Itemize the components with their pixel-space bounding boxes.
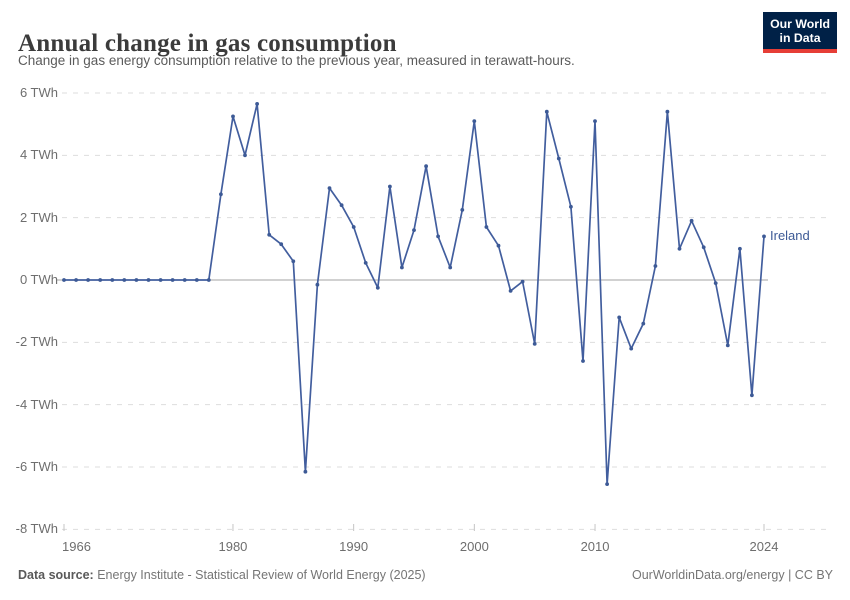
data-point[interactable] <box>544 109 549 114</box>
data-point[interactable] <box>339 203 344 208</box>
data-point[interactable] <box>243 153 247 158</box>
data-point[interactable] <box>146 278 151 282</box>
owid-logo-line1: Our World <box>770 17 830 31</box>
y-axis-tick-label: -6 TWh <box>15 458 58 474</box>
data-point[interactable] <box>182 278 187 282</box>
data-point[interactable] <box>170 278 175 282</box>
data-point[interactable] <box>738 246 742 251</box>
data-point[interactable] <box>665 109 670 114</box>
data-point[interactable] <box>255 102 259 106</box>
data-point[interactable] <box>653 264 658 268</box>
y-axis-tick-label: -4 TWh <box>15 396 58 412</box>
data-point[interactable] <box>206 278 211 282</box>
x-axis-tick-label: 2010 <box>580 539 610 554</box>
owid-url-license-link[interactable]: OurWorldinData.org/energy | CC BY <box>631 568 833 582</box>
data-point[interactable] <box>436 234 440 239</box>
data-point[interactable] <box>400 265 404 270</box>
data-point[interactable] <box>556 156 561 161</box>
data-point[interactable] <box>231 114 235 119</box>
y-axis-tick-label: 4 TWh <box>19 147 58 163</box>
x-axis-tick-label: 2000 <box>459 539 489 554</box>
ireland-line-series[interactable] <box>63 103 765 485</box>
data-point[interactable] <box>267 232 272 237</box>
data-point[interactable] <box>351 225 356 229</box>
data-point[interactable] <box>412 228 416 233</box>
data-point[interactable] <box>460 208 465 212</box>
data-point[interactable] <box>448 265 453 270</box>
data-point[interactable] <box>74 278 78 282</box>
data-source-note: Data source: Energy Institute - Statisti… <box>18 568 426 582</box>
chart-subtitle: Change in gas energy consumption relativ… <box>18 53 575 68</box>
x-axis-tick-label: 2024 <box>749 539 779 554</box>
y-axis-tick-label: 2 TWh <box>19 209 58 225</box>
data-point[interactable] <box>689 218 694 223</box>
data-point[interactable] <box>605 482 609 486</box>
x-axis-tick-label: 1980 <box>218 539 248 554</box>
y-axis-tick-label: -8 TWh <box>15 521 58 537</box>
data-point[interactable] <box>569 204 573 209</box>
data-point[interactable] <box>484 225 489 229</box>
owid-logo-line2: in Data <box>779 31 821 46</box>
data-point[interactable] <box>62 278 66 282</box>
data-point[interactable] <box>158 278 163 282</box>
data-point[interactable] <box>375 285 380 290</box>
data-point[interactable] <box>134 278 139 282</box>
data-point[interactable] <box>327 186 332 191</box>
data-point[interactable] <box>472 119 477 123</box>
data-point[interactable] <box>581 359 585 363</box>
data-point[interactable] <box>388 184 392 189</box>
data-point[interactable] <box>725 343 730 348</box>
data-point[interactable] <box>110 278 115 282</box>
data-point[interactable] <box>194 278 199 282</box>
y-axis-tick-label: -2 TWh <box>15 334 58 350</box>
data-point[interactable] <box>641 321 646 326</box>
data-point[interactable] <box>219 192 223 197</box>
data-point[interactable] <box>363 261 368 265</box>
data-point[interactable] <box>122 278 127 282</box>
y-axis-tick-label: 0 TWh <box>19 272 58 287</box>
data-point[interactable] <box>315 282 320 287</box>
data-point[interactable] <box>762 234 766 239</box>
y-axis-tick-label: 6 TWh <box>19 85 58 100</box>
x-axis-tick-label: 1990 <box>339 539 369 554</box>
owid-logo[interactable]: Our World in Data <box>763 12 837 54</box>
data-point[interactable] <box>713 281 718 285</box>
data-point[interactable] <box>532 342 537 346</box>
data-point[interactable] <box>629 346 634 351</box>
data-source-text: Energy Institute - Statistical Review of… <box>93 568 426 582</box>
data-point[interactable] <box>291 259 296 264</box>
data-point[interactable] <box>677 246 682 251</box>
data-point[interactable] <box>98 278 103 282</box>
data-point[interactable] <box>750 393 754 398</box>
data-source-label: Data source: <box>18 568 94 582</box>
data-point[interactable] <box>496 243 501 248</box>
data-point[interactable] <box>508 289 513 293</box>
data-point[interactable] <box>279 242 284 247</box>
data-point[interactable] <box>303 469 308 474</box>
data-point[interactable] <box>617 315 622 320</box>
data-point[interactable] <box>424 164 428 169</box>
data-point[interactable] <box>520 279 525 284</box>
data-point[interactable] <box>593 119 597 123</box>
data-point[interactable] <box>86 278 90 282</box>
x-axis-tick-label: 1966 <box>62 539 91 554</box>
data-point[interactable] <box>701 245 706 250</box>
entity-label-ireland: Ireland <box>770 228 810 244</box>
page-title: Annual change in gas consumption <box>18 29 397 57</box>
